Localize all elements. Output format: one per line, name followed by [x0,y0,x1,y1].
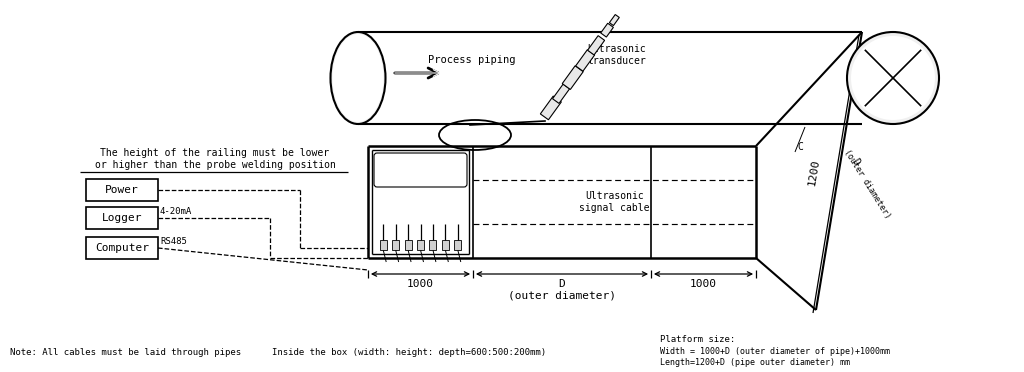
FancyBboxPatch shape [442,240,449,250]
Text: Process piping: Process piping [428,55,515,65]
Text: Computer: Computer [95,243,150,253]
Text: D: D [849,157,861,167]
Text: Note: All cables must be laid through pipes: Note: All cables must be laid through pi… [10,348,241,357]
Text: Power: Power [105,185,139,195]
Text: D: D [559,279,565,289]
FancyBboxPatch shape [417,240,424,250]
FancyBboxPatch shape [455,240,461,250]
Polygon shape [601,23,613,37]
Polygon shape [588,36,604,55]
Ellipse shape [331,32,385,124]
Text: Inside the box (width: height: depth=600:500:200mm): Inside the box (width: height: depth=600… [272,348,546,357]
FancyBboxPatch shape [392,240,399,250]
Circle shape [847,32,939,124]
Polygon shape [541,96,561,120]
Text: Ultrasonic
signal cable: Ultrasonic signal cable [580,191,650,213]
Text: 1000: 1000 [407,279,434,289]
Text: Logger: Logger [101,213,142,223]
Text: Ultrasonic
transducer: Ultrasonic transducer [587,44,646,66]
Polygon shape [575,50,595,71]
Polygon shape [553,84,569,103]
Text: (outer diameter): (outer diameter) [508,290,616,300]
Text: 1000: 1000 [690,279,717,289]
Text: RS485: RS485 [160,237,186,246]
FancyBboxPatch shape [429,240,436,250]
Text: 4-20mA: 4-20mA [160,207,193,216]
Text: Width = 1000+D (outer diameter of pipe)+1000mm: Width = 1000+D (outer diameter of pipe)+… [660,347,890,356]
Circle shape [851,36,935,120]
Text: Platform size:: Platform size: [660,335,735,344]
FancyBboxPatch shape [380,240,387,250]
Text: The height of the railing must be lower
or higher than the probe welding positio: The height of the railing must be lower … [94,148,336,170]
Polygon shape [562,66,584,89]
Ellipse shape [333,34,384,122]
Text: Length=1200+D (pipe outer diameter) mm: Length=1200+D (pipe outer diameter) mm [660,358,850,367]
Text: (outer diameter): (outer diameter) [842,148,892,220]
Polygon shape [609,15,620,26]
Text: C: C [797,142,803,152]
Text: 1200: 1200 [807,158,821,186]
FancyBboxPatch shape [404,240,412,250]
